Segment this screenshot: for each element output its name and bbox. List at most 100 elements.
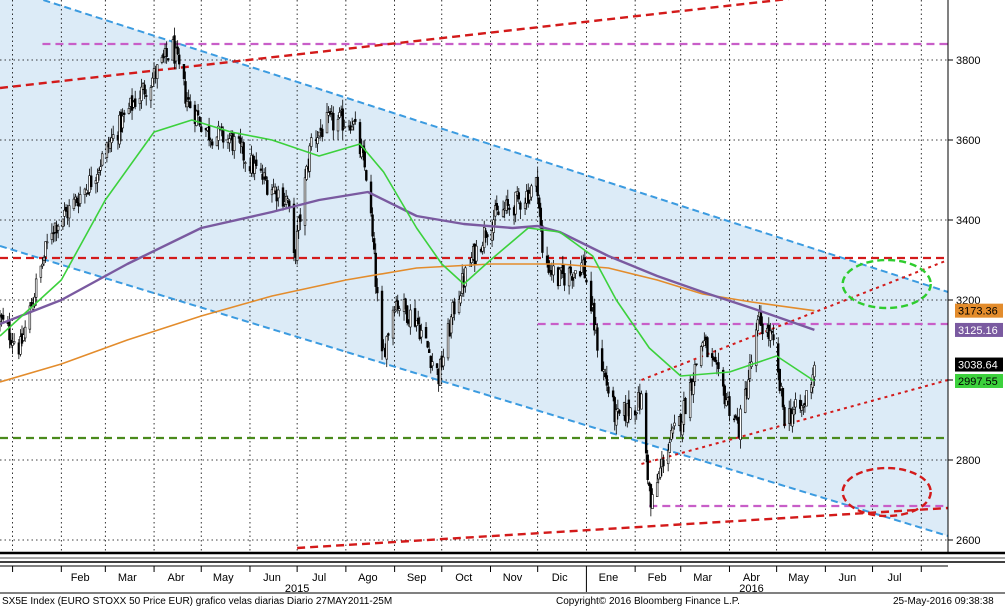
x-month-label: Sep xyxy=(407,572,427,584)
candle xyxy=(640,390,643,410)
ma-long-line xyxy=(0,263,815,383)
candle-body xyxy=(393,311,396,313)
candle-body xyxy=(11,342,14,346)
candle xyxy=(651,488,654,509)
candle xyxy=(211,138,214,150)
candle-body xyxy=(459,295,462,304)
candle xyxy=(396,294,399,314)
candle-body xyxy=(655,482,659,497)
candle-body xyxy=(438,358,442,386)
candle xyxy=(85,184,88,197)
candle-body xyxy=(780,386,783,390)
candle xyxy=(435,362,439,376)
candle xyxy=(358,118,362,159)
channel-upper-line xyxy=(43,0,949,293)
value-label-text: 3125.16 xyxy=(958,325,998,337)
x-month-label: Jun xyxy=(839,572,857,584)
candle xyxy=(374,243,377,294)
candle xyxy=(517,188,521,205)
candle-body xyxy=(594,324,598,331)
candle xyxy=(714,349,717,363)
candle-body xyxy=(97,170,101,173)
candle-body xyxy=(321,128,324,137)
candle-body xyxy=(517,192,521,200)
candle-body xyxy=(481,245,484,252)
candle xyxy=(376,278,379,302)
candle-body xyxy=(547,260,550,273)
value-label-text: 2997.55 xyxy=(958,376,998,388)
candle-body xyxy=(44,241,47,257)
x-month-label: Mar xyxy=(693,572,712,584)
candle-body xyxy=(799,399,802,409)
candle-body xyxy=(611,390,615,398)
candle-body xyxy=(589,280,593,312)
candle xyxy=(699,345,703,368)
candle-body xyxy=(593,302,596,331)
candle-body xyxy=(352,121,355,125)
candle xyxy=(450,314,453,339)
candle xyxy=(558,267,561,287)
candle-body xyxy=(387,333,390,336)
candle-body xyxy=(651,494,654,509)
candle xyxy=(523,197,527,216)
candle-body xyxy=(196,110,200,116)
candle-body xyxy=(396,300,399,310)
x-month-label: Abr xyxy=(743,572,760,584)
candle xyxy=(182,64,186,86)
candle xyxy=(747,369,750,400)
candle-body xyxy=(341,108,344,131)
candle-body xyxy=(615,409,618,426)
candle xyxy=(486,232,489,246)
candle-body xyxy=(673,422,676,427)
candle-body xyxy=(266,180,269,195)
candle xyxy=(695,363,698,367)
candle-body xyxy=(475,245,478,262)
candle xyxy=(508,204,511,216)
candle-body xyxy=(618,409,621,414)
candle xyxy=(772,324,775,346)
candle-body xyxy=(723,385,726,405)
candle-body xyxy=(457,299,461,313)
candle xyxy=(506,189,510,214)
candle xyxy=(572,272,576,287)
candle xyxy=(393,306,396,315)
candle-body xyxy=(189,101,192,109)
candle xyxy=(662,454,665,474)
candle-body xyxy=(211,141,214,146)
candle xyxy=(813,361,816,387)
candle-body xyxy=(538,197,541,209)
candle xyxy=(800,400,803,418)
candle-body xyxy=(800,405,803,411)
candle-body xyxy=(732,418,736,421)
candle xyxy=(343,119,346,129)
candle xyxy=(530,183,533,201)
candle xyxy=(810,381,813,400)
red-target-ellipse xyxy=(841,466,932,518)
value-label-box xyxy=(955,303,1003,318)
candle-body xyxy=(317,131,321,137)
candle-body xyxy=(264,176,267,180)
candle-body xyxy=(435,363,439,368)
candle-body xyxy=(671,427,675,434)
candle-body xyxy=(725,399,728,406)
candle xyxy=(100,151,104,167)
candle-body xyxy=(358,122,362,155)
candle xyxy=(371,207,374,243)
candle-body xyxy=(332,113,335,131)
x-month-label: Nov xyxy=(503,572,523,584)
candle xyxy=(121,108,124,133)
candle-body xyxy=(530,185,533,198)
candle-body xyxy=(89,175,93,188)
value-label-text: 3038.64 xyxy=(958,360,998,372)
candle xyxy=(303,168,307,236)
candle xyxy=(692,372,695,404)
candle-body xyxy=(295,230,299,261)
candle-body xyxy=(604,372,607,378)
candle xyxy=(710,347,714,367)
candle-body xyxy=(8,321,11,341)
candle xyxy=(405,305,409,326)
candle xyxy=(200,118,203,133)
candle-body xyxy=(747,379,750,399)
value-label: 3125.16 xyxy=(955,322,1003,337)
candle-body xyxy=(754,329,758,366)
